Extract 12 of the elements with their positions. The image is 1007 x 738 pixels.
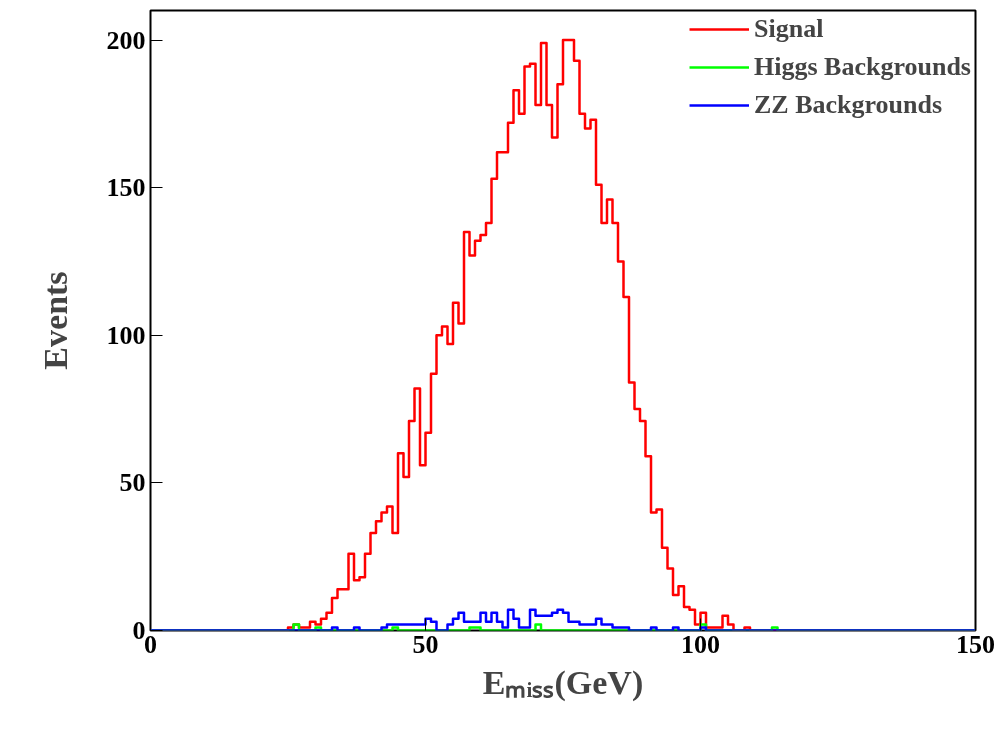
legend-label: Signal (754, 14, 824, 44)
x-tick-label: 100 (681, 629, 720, 659)
y-axis-title: Events (36, 271, 74, 370)
y-tick-label: 50 (119, 468, 146, 498)
y-tick-label: 200 (106, 25, 146, 55)
x-tick-label: 150 (956, 629, 995, 659)
legend-label: ZZ Backgrounds (754, 90, 943, 120)
x-axis-title: Eₘᵢₛₛ(GeV) (482, 663, 644, 702)
x-tick-label: 50 (412, 629, 439, 659)
y-tick-label: 150 (106, 173, 146, 203)
y-tick-label: 100 (106, 320, 146, 350)
legend-label: Higgs Backgrounds (754, 52, 971, 82)
